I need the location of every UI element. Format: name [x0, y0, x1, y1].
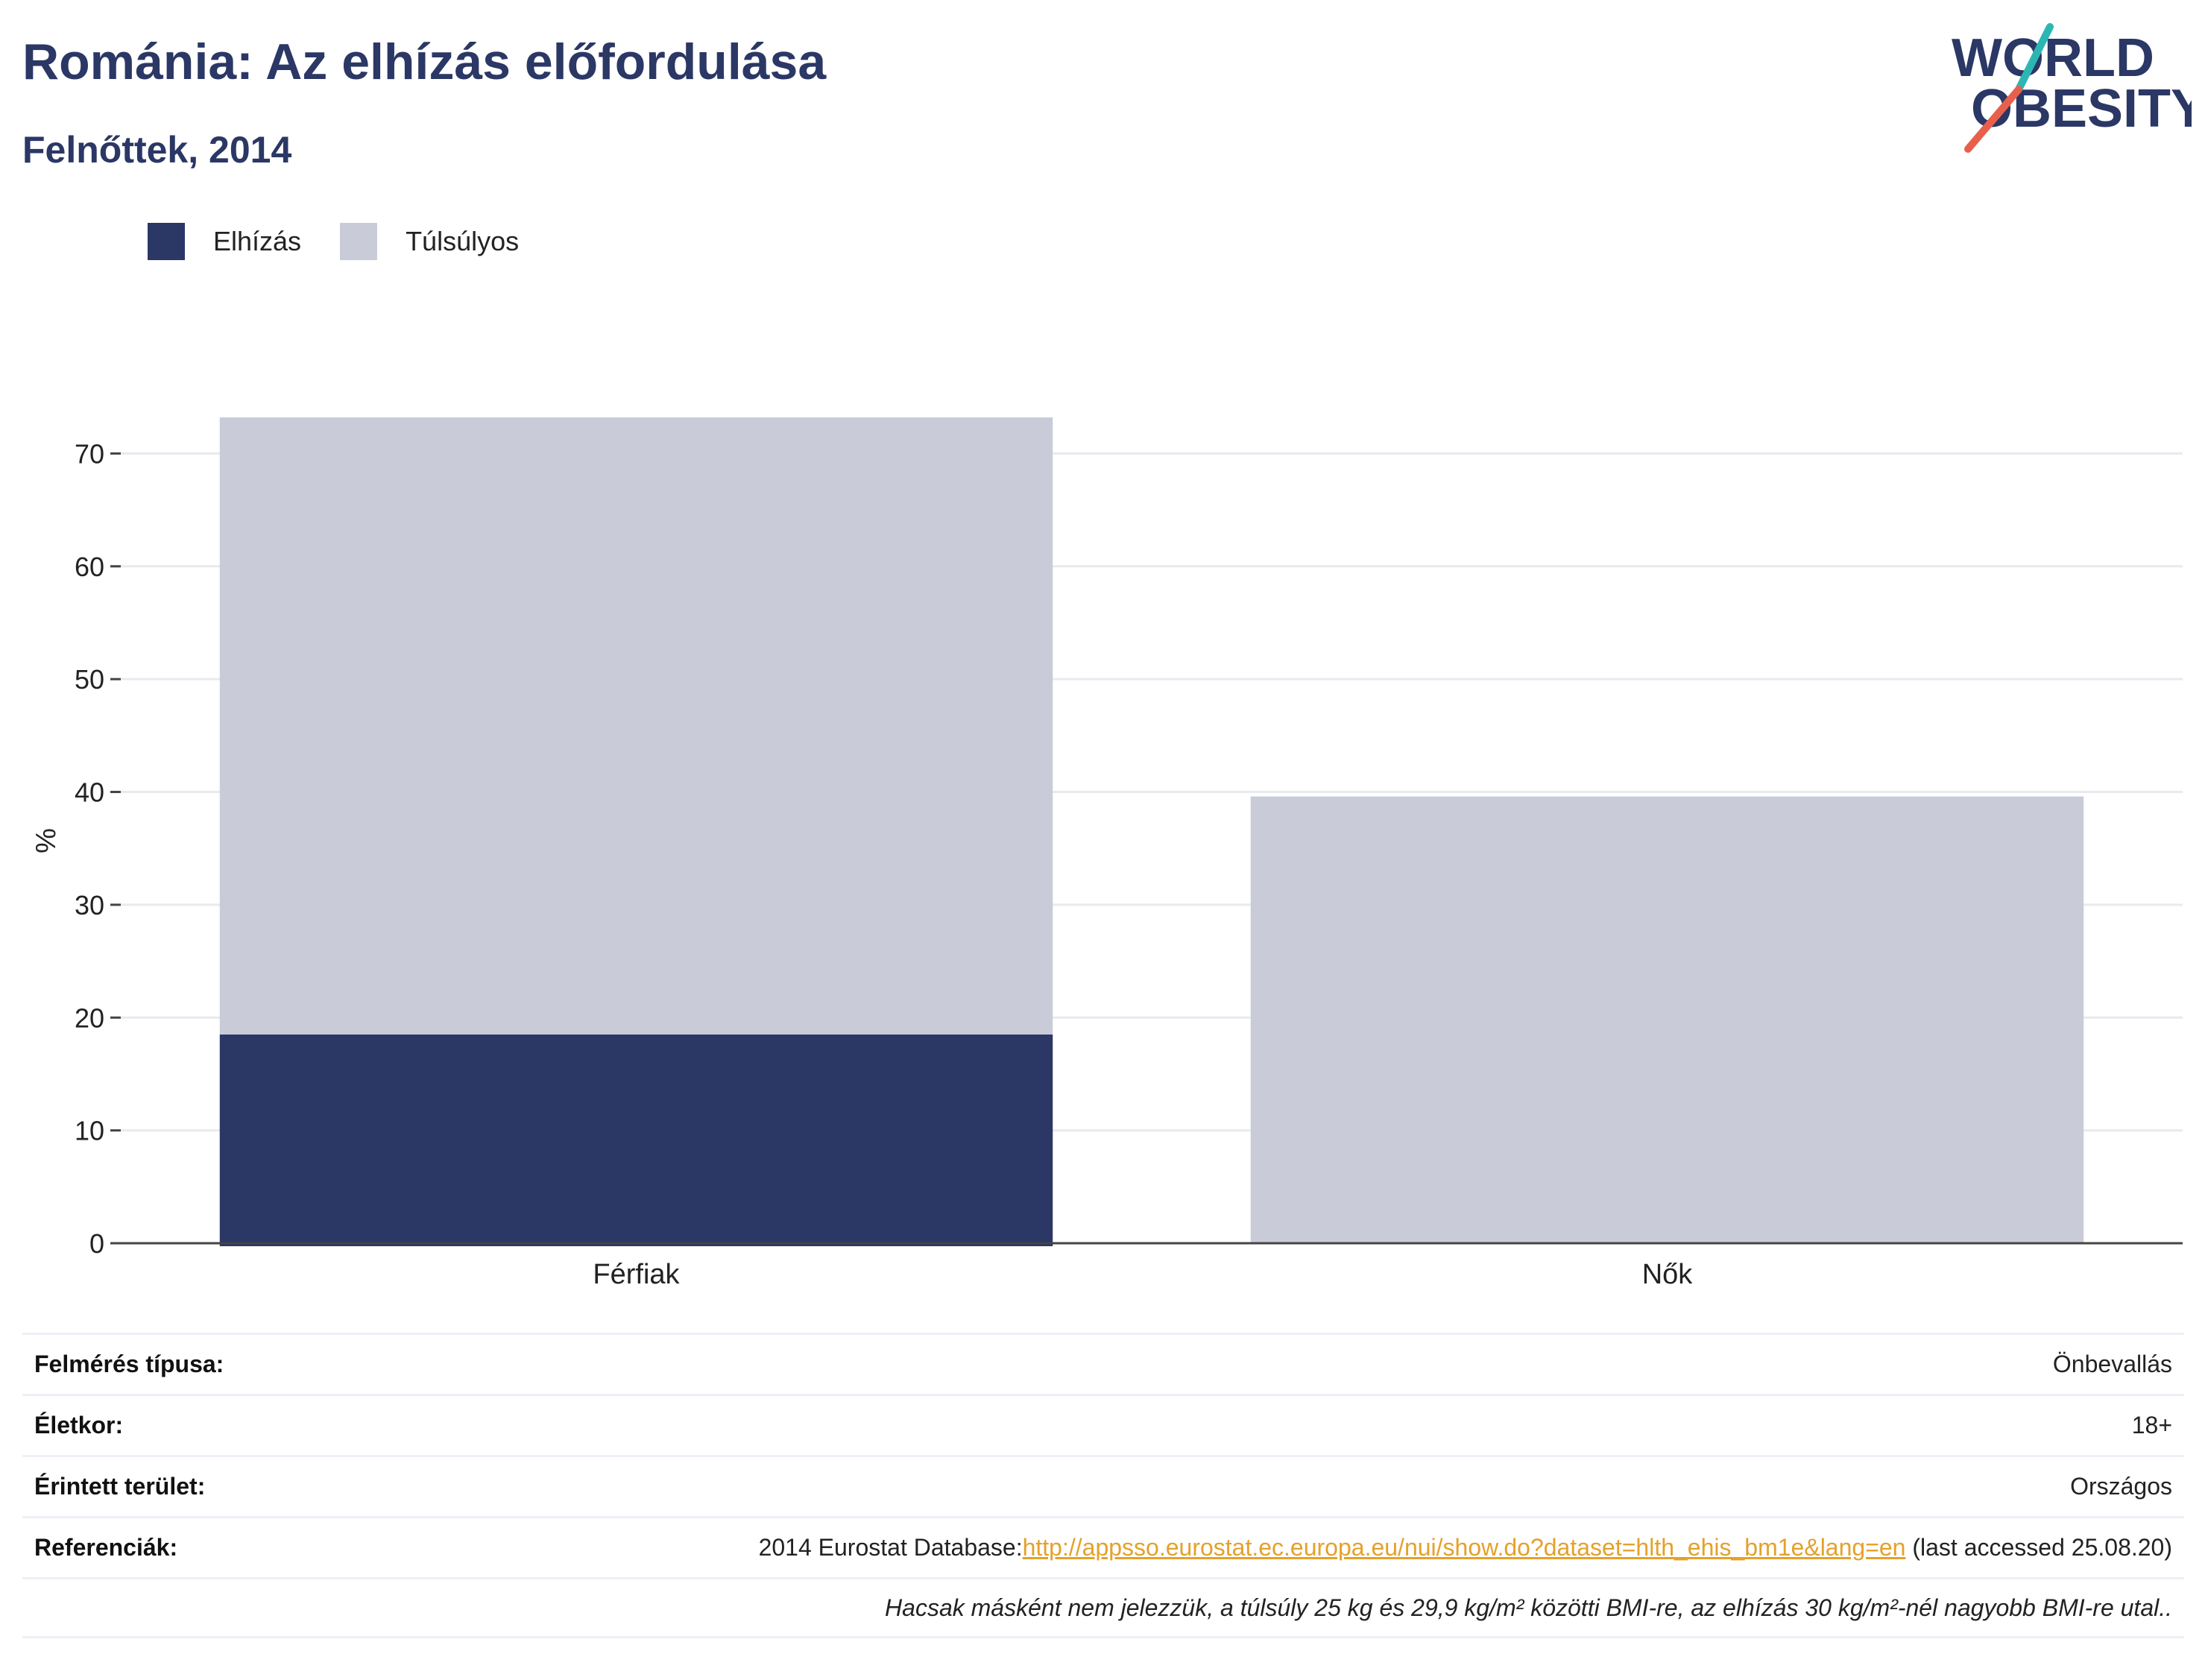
y-tick-label: 10	[75, 1116, 104, 1146]
y-axis-label: %	[31, 828, 62, 853]
info-row-note: Hacsak másként nem jelezzük, a túlsúly 2…	[22, 1577, 2184, 1638]
bar-obesity	[219, 1034, 1053, 1246]
references-prefix: 2014 Eurostat Database:	[758, 1534, 1023, 1561]
bar-overweight	[219, 417, 1053, 1035]
y-tick-label: 20	[75, 1002, 104, 1033]
references-label: Referenciák:	[34, 1534, 178, 1561]
logo-slash-teal	[2015, 23, 2054, 93]
references-value: 2014 Eurostat Database:http://appsso.eur…	[759, 1534, 2172, 1561]
info-row-survey: Felmérés típusa: Önbevallás	[22, 1333, 2184, 1394]
area-value: Országos	[2070, 1473, 2172, 1500]
logo-text-line2: OBESITY	[1971, 79, 2192, 139]
info-row-age: Életkor: 18+	[22, 1394, 2184, 1455]
y-tick-label: 40	[75, 777, 104, 808]
y-tick-label: 70	[75, 438, 104, 469]
legend-item-obesity[interactable]: Elhízás	[148, 223, 301, 260]
legend-item-overweight[interactable]: Túlsúlyos	[340, 223, 519, 260]
page-title: Románia: Az elhízás előfordulása	[22, 34, 827, 90]
references-link[interactable]: http://appsso.eurostat.ec.europa.eu/nui/…	[1022, 1534, 1906, 1561]
info-row-area: Érintett terület: Országos	[22, 1455, 2184, 1516]
y-tick-label: 60	[75, 552, 104, 582]
survey-value: Önbevallás	[2052, 1351, 2172, 1377]
legend-swatch-obesity	[148, 223, 185, 260]
x-tick-label: Férfiak	[593, 1259, 680, 1290]
area-label: Érintett terület:	[34, 1473, 206, 1500]
references-suffix: (last accessed 25.08.20)	[1905, 1534, 2172, 1561]
legend-label-obesity: Elhízás	[213, 226, 302, 256]
page-subtitle: Felnőttek, 2014	[22, 129, 292, 171]
world-obesity-logo: WORLD OBESITY	[1952, 23, 2192, 153]
y-tick-label: 50	[75, 664, 104, 695]
definition-note: Hacsak másként nem jelezzük, a túlsúly 2…	[885, 1594, 2172, 1621]
logo-slash-red	[1964, 86, 2022, 153]
info-table: Felmérés típusa: Önbevallás Életkor: 18+…	[22, 1333, 2184, 1638]
y-tick-label: 30	[75, 890, 104, 920]
survey-label: Felmérés típusa:	[34, 1351, 224, 1377]
chart-legend: Elhízás Túlsúlyos	[148, 221, 558, 262]
legend-swatch-overweight	[340, 223, 378, 260]
age-label: Életkor:	[34, 1412, 124, 1439]
logo-text-line1: WORLD	[1952, 28, 2154, 88]
bar-chart: 0 10 20 30 40 50 60 70% Férfiak Nők	[31, 417, 2183, 1290]
info-row-references: Referenciák: 2014 Eurostat Database:http…	[22, 1516, 2184, 1577]
y-tick-label: 0	[89, 1228, 104, 1259]
x-tick-label: Nők	[1642, 1259, 1694, 1290]
age-value: 18+	[2131, 1412, 2172, 1439]
legend-label-overweight: Túlsúlyos	[406, 226, 520, 256]
bar-overweight	[1250, 796, 2084, 1243]
